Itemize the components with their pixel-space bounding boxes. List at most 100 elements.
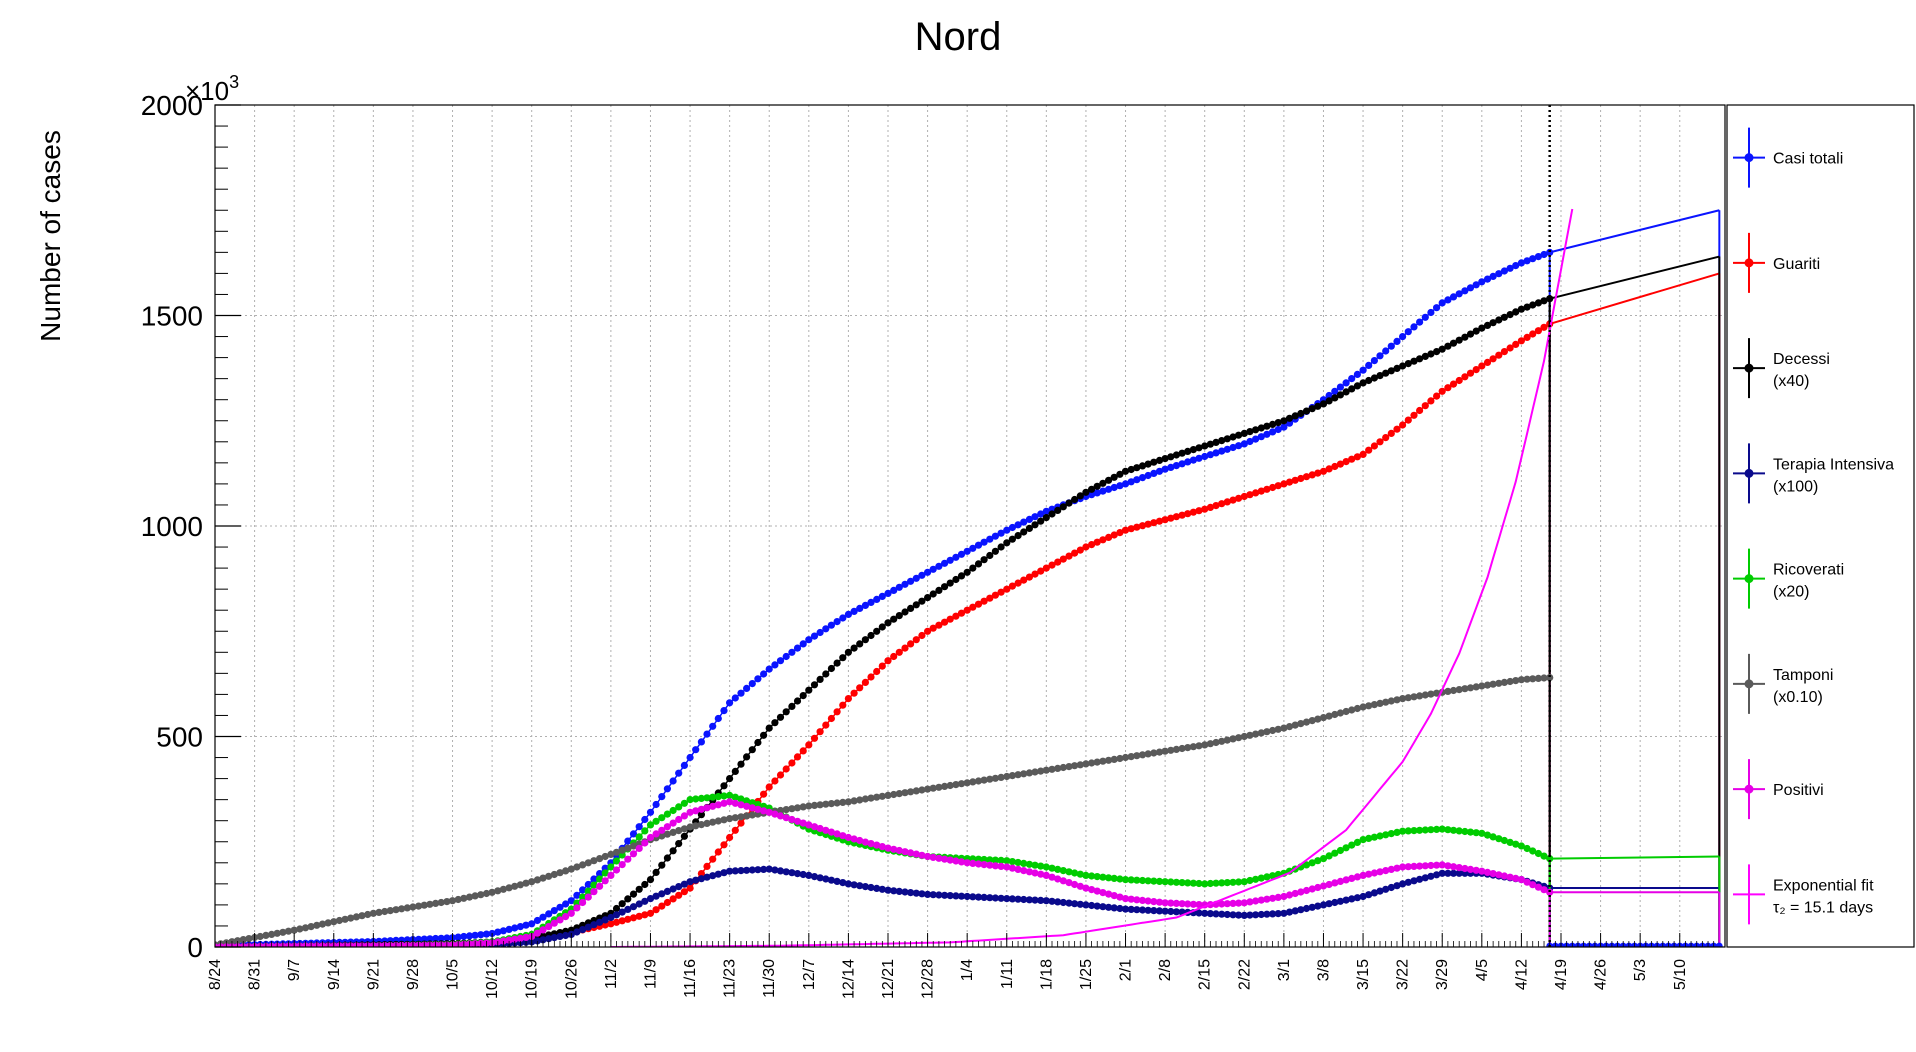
data-point [867, 794, 875, 802]
data-point [584, 887, 592, 895]
data-point [1138, 896, 1147, 905]
data-point [1212, 910, 1220, 918]
data-point [873, 793, 881, 801]
data-point [663, 887, 672, 896]
data-point [861, 636, 870, 644]
data-point [1082, 884, 1090, 892]
data-point [1540, 674, 1548, 682]
data-point [991, 856, 1000, 864]
data-point [1534, 299, 1542, 307]
data-point [1280, 417, 1288, 425]
data-point [782, 868, 790, 876]
data-point [624, 895, 632, 903]
data-point [596, 882, 604, 890]
data-point [1302, 886, 1311, 895]
data-point [1252, 875, 1260, 883]
data-point [1240, 899, 1248, 907]
data-point [680, 832, 689, 840]
y-tick-label: 0 [187, 932, 203, 963]
data-point [771, 810, 779, 818]
data-point [1478, 829, 1486, 837]
data-point [1257, 487, 1265, 495]
data-point [601, 852, 609, 861]
x-tick-label: 12/14 [840, 959, 857, 999]
data-point [607, 920, 615, 928]
data-point [629, 903, 638, 911]
data-point [907, 604, 915, 613]
data-point [935, 891, 943, 899]
data-point [714, 793, 722, 801]
data-point [1410, 862, 1418, 871]
projection-line [1549, 272, 1720, 325]
data-point [1167, 907, 1175, 916]
data-point [1071, 495, 1079, 504]
data-point [1297, 888, 1305, 896]
data-point [256, 932, 264, 941]
data-point [1285, 723, 1294, 731]
data-point [522, 921, 530, 929]
data-point [1348, 874, 1356, 883]
data-point [663, 823, 672, 831]
legend-item-decessi: Decessi (x40) [1733, 338, 1830, 399]
data-point [1314, 469, 1322, 477]
data-point [1314, 883, 1322, 892]
data-point [703, 794, 711, 802]
data-point [1127, 876, 1135, 884]
data-point [330, 918, 338, 926]
data-point [884, 844, 892, 852]
data-point [663, 854, 672, 862]
data-point [1167, 463, 1175, 471]
data-point [1003, 526, 1011, 534]
data-point [1263, 422, 1271, 430]
data-point [579, 893, 587, 901]
data-point [1433, 392, 1441, 400]
data-point [1235, 734, 1243, 742]
data-point [1099, 903, 1107, 911]
data-point [1138, 462, 1147, 470]
data-point [726, 775, 734, 783]
data-point [1138, 522, 1147, 530]
data-point [1325, 465, 1333, 473]
data-point [997, 529, 1005, 537]
data-point [1172, 899, 1180, 908]
data-point [1150, 469, 1158, 477]
data-point [918, 890, 926, 898]
legend-marker [1744, 468, 1754, 478]
data-point [1376, 352, 1384, 360]
data-point [1302, 718, 1311, 726]
data-point [1105, 485, 1113, 493]
data-point [918, 571, 926, 579]
data-point [1376, 868, 1384, 876]
data-point [833, 618, 841, 626]
data-point [1280, 423, 1288, 431]
legend-note: (x20) [1773, 584, 1809, 601]
data-point [618, 900, 626, 908]
x-tick-label: 1/4 [959, 959, 976, 981]
data-point [963, 859, 971, 867]
data-point [1008, 864, 1017, 872]
data-point [658, 793, 666, 801]
data-point [1478, 682, 1486, 690]
data-point [844, 798, 853, 806]
data-point [1201, 442, 1209, 450]
data-point [1466, 684, 1475, 692]
data-point [952, 857, 960, 865]
data-point [1054, 875, 1062, 883]
data-point [974, 541, 983, 549]
data-point [607, 863, 615, 871]
data-point [1235, 899, 1243, 907]
legend-label: Positivi [1773, 782, 1824, 799]
data-point [658, 826, 666, 834]
data-point [652, 892, 660, 900]
data-point [1116, 904, 1124, 913]
data-point [1529, 881, 1537, 889]
data-point [1167, 746, 1175, 754]
data-point [1478, 324, 1486, 332]
data-point [415, 902, 423, 910]
data-point [861, 838, 870, 846]
data-point [1342, 388, 1350, 396]
data-point [1529, 675, 1537, 683]
data-point [793, 644, 802, 652]
data-point [1410, 323, 1418, 331]
data-point [980, 538, 988, 546]
